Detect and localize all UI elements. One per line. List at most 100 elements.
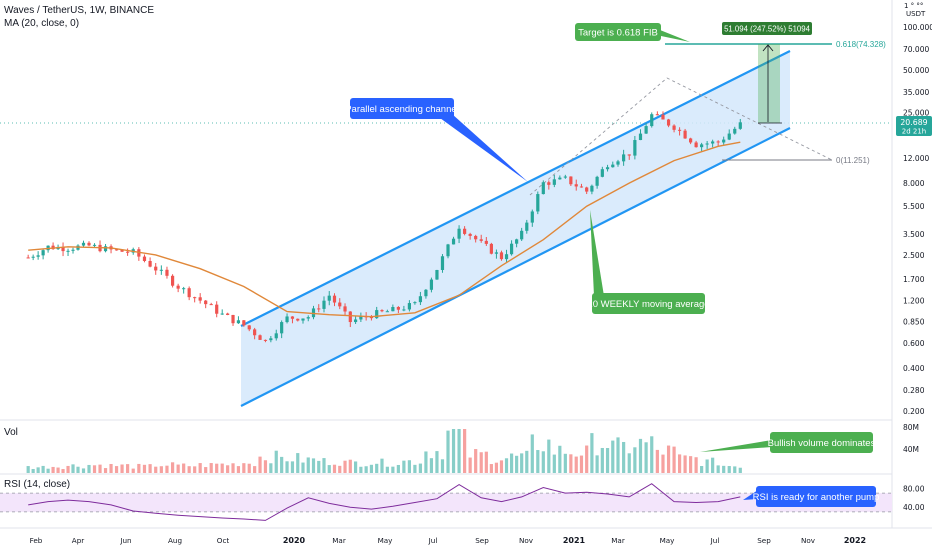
price-tick: 1.700 xyxy=(903,275,925,284)
candle-body xyxy=(655,114,659,116)
volume-bar xyxy=(114,466,119,473)
candle-body xyxy=(274,333,278,339)
volume-bar xyxy=(247,463,251,473)
volume-bar xyxy=(457,429,461,473)
volume-bar xyxy=(385,466,389,473)
volume-bar xyxy=(46,468,50,473)
volume-bar xyxy=(236,466,241,473)
volume-bar xyxy=(56,467,60,473)
candle-body xyxy=(81,242,86,246)
candle-body xyxy=(611,164,615,168)
ma20-line xyxy=(28,141,741,318)
candle-body xyxy=(165,269,169,276)
volume-bar xyxy=(41,465,45,473)
candle-body xyxy=(563,176,567,178)
candle-body xyxy=(66,250,70,252)
channel-upper-line xyxy=(240,50,791,327)
volume-bars xyxy=(26,429,742,473)
time-tick: May xyxy=(378,536,394,545)
ma-legend: MA (20, close, 0) xyxy=(4,18,80,29)
candle-body xyxy=(380,310,384,312)
rsi-pane xyxy=(0,483,892,521)
volume-bar xyxy=(451,429,456,473)
volume-bar xyxy=(474,449,478,473)
candle-body xyxy=(413,302,417,304)
time-tick: Jul xyxy=(428,536,438,545)
volume-bar xyxy=(705,459,709,473)
time-tick: 2021 xyxy=(563,536,586,545)
time-tick: Apr xyxy=(72,536,84,545)
volume-bar xyxy=(36,467,40,473)
candle-body xyxy=(71,249,75,251)
candle-body xyxy=(494,252,499,254)
price-tick: 35.000 xyxy=(903,88,929,97)
volume-bar xyxy=(338,465,342,473)
candle-body xyxy=(463,228,467,234)
candle-body xyxy=(359,316,363,320)
current-price-value: 20.689 xyxy=(900,118,927,127)
volume-bar xyxy=(126,464,130,473)
candle-body xyxy=(209,304,213,306)
candle-body xyxy=(595,176,599,186)
volume-bar xyxy=(215,463,219,473)
volume-bar xyxy=(402,460,406,473)
candle-body xyxy=(269,338,273,341)
time-tick: Feb xyxy=(30,536,43,545)
volume-bar xyxy=(590,433,594,473)
candle-body xyxy=(391,307,395,312)
fib-retracement: 0.618(74.328) 0(11.251) 51.094 (247.52%) 5… xyxy=(529,22,886,196)
candle-body xyxy=(204,300,208,305)
candle-body xyxy=(103,246,108,252)
price-tick: 0.850 xyxy=(903,318,925,327)
measure-box xyxy=(758,44,780,123)
time-tick: Jul xyxy=(710,536,720,545)
candle-body xyxy=(440,256,445,270)
candle-body xyxy=(509,243,514,255)
candle-body xyxy=(558,177,562,180)
axis-currency-label: USDT xyxy=(906,10,926,18)
volume-bar xyxy=(622,441,626,473)
target-callout-text: Target is 0.618 FIB xyxy=(578,28,658,39)
candle-body xyxy=(375,310,379,319)
candle-body xyxy=(661,114,665,120)
candle-body xyxy=(296,318,300,321)
candle-body xyxy=(579,186,584,188)
candle-body xyxy=(515,239,519,244)
volume-bar xyxy=(489,464,493,473)
volume-bar xyxy=(311,458,316,473)
volume-bar xyxy=(722,465,726,473)
candle-body xyxy=(396,307,400,310)
volume-bar xyxy=(81,468,86,473)
candle-body xyxy=(317,308,321,310)
candle-body xyxy=(159,269,163,271)
volume-bar xyxy=(301,462,305,473)
volume-bar xyxy=(269,463,273,473)
candle-body xyxy=(263,339,268,341)
candle-body xyxy=(520,230,524,240)
candle-body xyxy=(536,194,540,212)
candle-body xyxy=(530,211,534,223)
candle-body xyxy=(552,179,556,185)
volume-bar xyxy=(494,462,499,473)
volume-bar xyxy=(66,465,70,473)
candle-body xyxy=(424,289,428,297)
volume-bar xyxy=(440,459,445,473)
volume-bar xyxy=(569,454,573,473)
measure-tag xyxy=(722,22,812,35)
volume-bar xyxy=(159,466,163,473)
candle-body xyxy=(338,302,342,307)
volume-bar xyxy=(26,466,30,473)
volume-bar xyxy=(520,453,524,473)
candle-body xyxy=(187,288,191,298)
volume-bar xyxy=(176,464,180,473)
volume-bar xyxy=(369,464,374,473)
volume-bar xyxy=(468,457,472,473)
candle-body xyxy=(446,244,450,257)
volume-bar xyxy=(666,445,671,473)
candle-body xyxy=(541,182,545,195)
volume-bar xyxy=(552,454,556,473)
volume-bar xyxy=(413,464,417,473)
candle-body xyxy=(193,297,197,299)
